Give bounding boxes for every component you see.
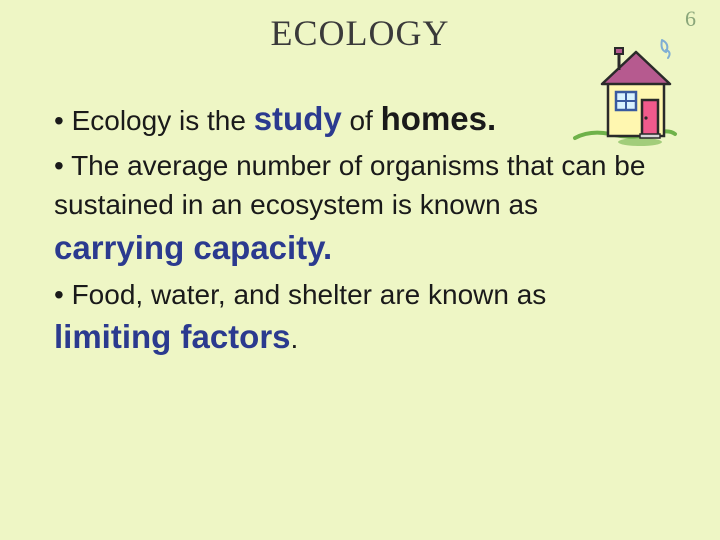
bullet-3: • Food, water, and shelter are known as …: [54, 275, 666, 360]
emphasis-study: study: [254, 100, 342, 137]
text-run: • Ecology is the: [54, 105, 254, 136]
text-run: .: [291, 323, 299, 354]
emphasis-limiting-factors: limiting factors: [54, 318, 291, 355]
text-run: • Food, water, and shelter are known as: [54, 279, 546, 310]
bullet-2: • The average number of organisms that c…: [54, 146, 666, 271]
slide: 6 ECOLOGY • Ecology is the study of home…: [0, 0, 720, 540]
text-run: of: [342, 105, 381, 136]
text-run: • The average number of organisms that c…: [54, 150, 645, 220]
emphasis-homes: homes.: [381, 100, 497, 137]
bullet-1: • Ecology is the study of homes.: [54, 96, 666, 142]
emphasis-carrying-capacity: carrying capacity.: [54, 229, 332, 266]
slide-body: • Ecology is the study of homes. • The a…: [54, 96, 666, 364]
